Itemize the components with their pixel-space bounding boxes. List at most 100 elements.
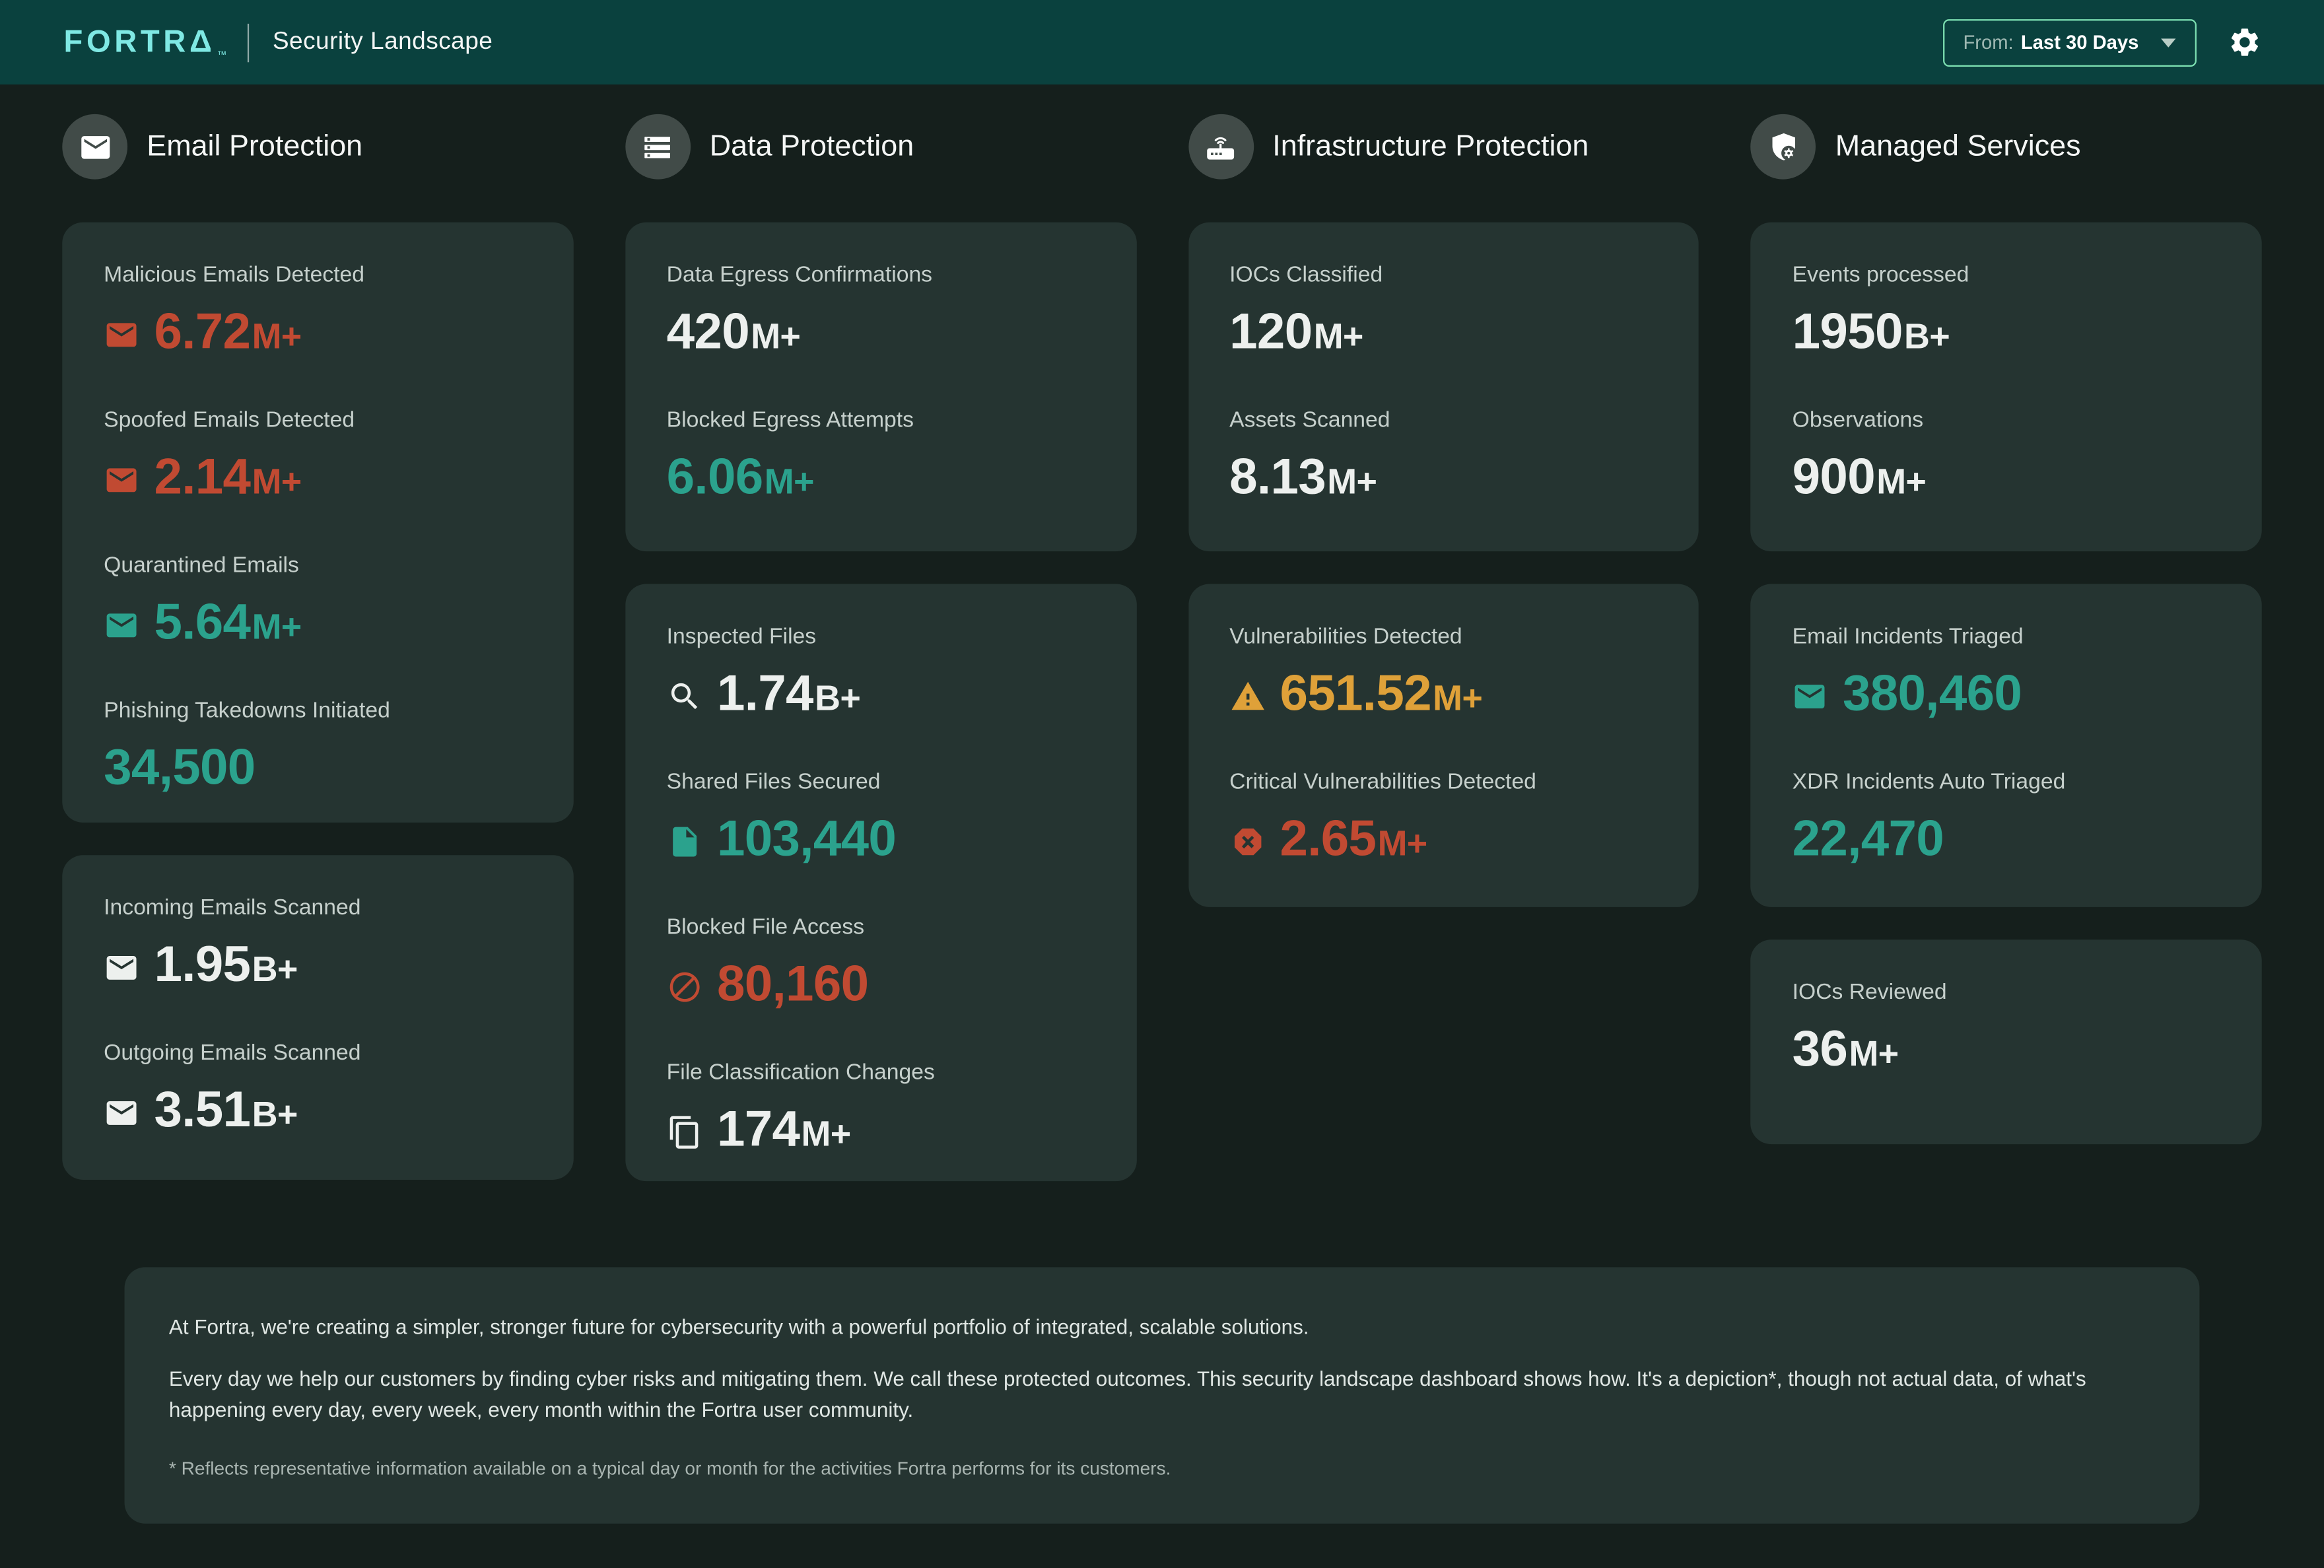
metric-columns: Email Protection Malicious Emails Detect… <box>62 114 2262 1182</box>
stat-label: IOCs Reviewed <box>1792 979 1947 1006</box>
stat: Spoofed Emails Detected 2.14M+ <box>104 407 531 510</box>
copy-icon <box>667 1114 702 1150</box>
app-header: FORTRΔ ™ Security Landscape From: Last 30… <box>0 0 2324 85</box>
stat-label: Inspected Files <box>666 624 817 650</box>
section-header: Email Protection <box>62 114 573 180</box>
stat-label: Shared Files Secured <box>666 769 881 795</box>
stat-label: Blocked File Access <box>666 914 865 940</box>
section-data-protection: Data Protection Data Egress Confirmation… <box>625 114 1136 1182</box>
stat-card: IOCs Classified 120M+ Assets Scanned 8.1… <box>1188 222 1699 552</box>
stat-value: 36M+ <box>1792 1021 1899 1078</box>
about-paragraph: At Fortra, we're creating a simpler, str… <box>168 1314 1309 1339</box>
header-actions: From: Last 30 Days <box>1942 18 2262 66</box>
stat-value: 103,440 <box>716 810 897 868</box>
stat: Phishing Takedowns Initiated 34,500 <box>104 698 531 801</box>
stat-value: 8.13M+ <box>1229 449 1377 506</box>
stat-label: Events processed <box>1792 262 1969 288</box>
stat-card: Vulnerabilities Detected 651.52M+ Critic… <box>1188 584 1699 907</box>
stat: Shared Files Secured 103,440 <box>667 770 1095 871</box>
list-circle-icon <box>625 114 691 180</box>
stat-value: 900M+ <box>1792 449 1927 506</box>
stat-label: Malicious Emails Detected <box>104 262 365 288</box>
fortra-logo: FORTRΔ <box>63 25 216 59</box>
stat-value: 2.65M+ <box>1280 810 1427 868</box>
stat-label: Critical Vulnerabilities Detected <box>1229 769 1536 795</box>
stat-value: 651.52M+ <box>1280 665 1483 722</box>
dashboard-main: Email Protection Malicious Emails Detect… <box>0 85 2324 1524</box>
stat-value: 420M+ <box>666 304 801 360</box>
stat-label: Incoming Emails Scanned <box>104 895 361 921</box>
shield-gear-circle-icon <box>1750 114 1816 180</box>
section-title: Managed Services <box>1835 129 2081 162</box>
stat-value: 1.74B+ <box>716 665 861 722</box>
stat-card: IOCs Reviewed 36M+ <box>1750 939 2262 1145</box>
brand: FORTRΔ ™ Security Landscape <box>63 22 493 62</box>
stat-value: 2.14M+ <box>154 449 302 506</box>
about-card: At Fortra, we're creating a simpler, str… <box>124 1267 2200 1524</box>
stat-label: XDR Incidents Auto Triaged <box>1792 769 2066 795</box>
section-title: Infrastructure Protection <box>1272 129 1589 162</box>
stat: IOCs Classified 120M+ <box>1229 262 1657 365</box>
block-icon <box>667 969 702 1005</box>
stat-label: Quarantined Emails <box>104 553 299 578</box>
header-divider <box>247 22 249 62</box>
stat-label: IOCs Classified <box>1229 262 1383 288</box>
stat: Quarantined Emails 5.64M+ <box>104 553 531 656</box>
stat: Data Egress Confirmations 420M+ <box>666 263 1095 365</box>
section-title: Data Protection <box>709 129 914 162</box>
stat: IOCs Reviewed 36M+ <box>1792 979 2220 1082</box>
stat: Malicious Emails Detected 6.72M+ <box>104 262 531 365</box>
stat-label: Email Incidents Triaged <box>1792 624 2024 650</box>
search-icon <box>667 679 702 714</box>
stat: Inspected Files 1.74B+ <box>667 625 1095 726</box>
section-title: Email Protection <box>147 129 363 162</box>
stat-value: 5.64M+ <box>154 594 302 651</box>
stat-value: 1.95B+ <box>154 936 298 994</box>
stat-value: 80,160 <box>716 955 869 1013</box>
stat-label: Blocked Egress Attempts <box>666 407 914 433</box>
email-icon <box>104 950 139 986</box>
section-infrastructure-protection: Infrastructure Protection IOCs Classifie… <box>1188 114 1699 1181</box>
about-paragraph: Every day we help our customers by findi… <box>168 1366 2086 1421</box>
stat: Incoming Emails Scanned 1.95B+ <box>104 895 531 998</box>
stat-label: Spoofed Emails Detected <box>104 407 355 433</box>
email-circle-icon <box>62 114 128 180</box>
stat: Blocked Egress Attempts 6.06M+ <box>666 407 1095 510</box>
stat: Observations 900M+ <box>1792 408 2220 510</box>
stat-label: Phishing Takedowns Initiated <box>104 698 390 724</box>
chevron-down-icon <box>2161 38 2176 47</box>
email-icon <box>104 462 139 498</box>
stat: Blocked File Access 80,160 <box>666 914 1095 1017</box>
cancel-icon <box>1229 824 1265 860</box>
stat-value: 380,460 <box>1842 665 2022 722</box>
section-header: Managed Services <box>1750 114 2262 180</box>
section-header: Data Protection <box>625 114 1136 180</box>
date-range-value: Last 30 Days <box>2020 31 2139 53</box>
footnote: * Reflects representative information av… <box>168 1458 1171 1480</box>
stat-label: File Classification Changes <box>666 1060 935 1085</box>
router-circle-icon <box>1188 114 1254 180</box>
stat-label: Vulnerabilities Detected <box>1229 624 1462 650</box>
stat: XDR Incidents Auto Triaged 22,470 <box>1793 770 2220 871</box>
stat-value: 6.06M+ <box>666 449 815 506</box>
stat-card: Email Incidents Triaged 380,460 XDR Inci… <box>1750 584 2262 907</box>
email-icon <box>104 317 139 353</box>
settings-gear-icon[interactable] <box>2228 25 2262 59</box>
stat-value: 6.72M+ <box>154 304 302 360</box>
email-icon <box>104 607 139 643</box>
stat-value: 34,500 <box>104 739 256 796</box>
trademark-mark: ™ <box>217 50 227 60</box>
stat-value: 174M+ <box>716 1101 851 1158</box>
stat-card: Data Egress Confirmations 420M+ Blocked … <box>625 222 1136 552</box>
stat: Events processed 1950B+ <box>1792 262 2220 365</box>
stat: Assets Scanned 8.13M+ <box>1229 407 1657 510</box>
stat-label: Assets Scanned <box>1229 407 1390 433</box>
page-title: Security Landscape <box>272 28 493 55</box>
stat: Outgoing Emails Scanned 3.51B+ <box>104 1041 531 1143</box>
date-range-dropdown[interactable]: From: Last 30 Days <box>1942 18 2197 66</box>
warning-icon <box>1229 679 1265 714</box>
stat: File Classification Changes 174M+ <box>666 1060 1095 1162</box>
stat-card: Incoming Emails Scanned 1.95B+ Outgoing … <box>62 855 574 1180</box>
stat-card: Inspected Files 1.74B+ Shared Files Secu… <box>625 584 1136 1182</box>
stat-value: 3.51B+ <box>154 1081 298 1139</box>
